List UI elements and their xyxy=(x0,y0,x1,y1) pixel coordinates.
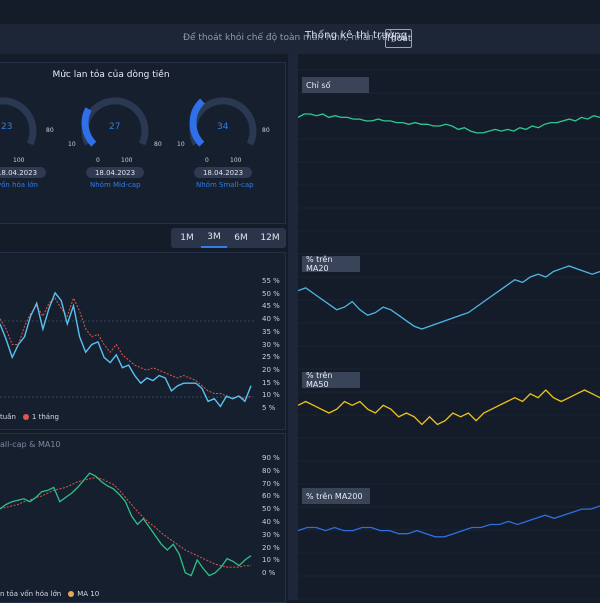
smallcap-legend-ma-dot xyxy=(68,591,75,597)
gauge-3-min: 0 xyxy=(205,157,209,164)
gauges-svg xyxy=(0,97,257,147)
gauge-3-date: 18.04.2023 xyxy=(194,167,252,178)
breadth-tick: 30 % xyxy=(262,340,280,349)
smallcap-legend-ma: MA 10 xyxy=(77,590,100,598)
smallcap-tick: 60 % xyxy=(262,492,280,501)
index-chart-label: Chỉ số xyxy=(302,77,369,93)
fullscreen-bar xyxy=(0,24,600,54)
gauge-2-value: 27 xyxy=(109,122,121,132)
breadth-tick: 25 % xyxy=(262,353,280,362)
gauge-3-label: Nhóm Small-cap xyxy=(196,181,254,189)
page-title: Thống kê thị trường xyxy=(305,30,408,41)
smallcap-line-breadth xyxy=(0,472,252,577)
breadth-tick: 50 % xyxy=(262,289,280,298)
breadth-legend: tuần 1 tháng xyxy=(0,413,59,421)
period-6m-button[interactable]: 6M xyxy=(234,233,248,243)
gauge-3 xyxy=(189,97,257,147)
smallcap-line-ma10 xyxy=(0,476,251,568)
right-charts-grid xyxy=(298,69,600,600)
smallcap-tick: 90 % xyxy=(262,454,280,462)
gauge-1-value: 23 xyxy=(1,122,13,132)
period-3m-button[interactable]: 3M xyxy=(201,228,227,248)
smallcap-tick: 30 % xyxy=(262,530,280,539)
gauge-1 xyxy=(0,97,37,146)
right-charts xyxy=(298,69,600,600)
breadth-legend-week: tuần xyxy=(0,413,16,421)
gauge-3-side-left: 10 xyxy=(177,141,185,148)
breadth-tick: 5 % xyxy=(262,404,276,412)
ma200-chart-label: % trên MA200 xyxy=(302,488,370,504)
breadth-tick: 55 % xyxy=(262,277,280,285)
smallcap-tick: 70 % xyxy=(262,479,280,488)
ma20-line xyxy=(298,265,600,330)
ma20-chart-label: % trên MA20 xyxy=(302,255,360,273)
fullscreen-hint: Để thoát khỏi chế độ toàn màn hình, nhấn… xyxy=(183,33,405,43)
breadth-chart-panel xyxy=(0,252,286,430)
smallcap-tick: 0 % xyxy=(262,569,276,578)
breadth-line-week xyxy=(0,291,252,408)
breadth-tick: 20 % xyxy=(262,365,280,374)
breadth-tick: 15 % xyxy=(262,378,280,387)
smallcap-chart xyxy=(0,472,252,577)
smallcap-legend-breadth: n tỏa vốn hóa lớn xyxy=(0,590,62,598)
breadth-tick: 35 % xyxy=(262,327,280,336)
smallcap-legend: n tỏa vốn hóa lớn MA 10 xyxy=(0,590,99,598)
gauge-1-side-right: 80 xyxy=(46,127,54,134)
period-1m-button[interactable]: 1M xyxy=(180,233,194,243)
smallcap-tick: 20 % xyxy=(262,543,280,552)
breadth-tick: 10 % xyxy=(262,391,280,400)
gauge-3-value: 34 xyxy=(217,122,229,132)
breadth-tick: 40 % xyxy=(262,315,280,324)
gauge-1-label: Nhóm vốn hóa lớn xyxy=(0,181,38,189)
gauge-3-fill xyxy=(189,98,206,147)
breadth-line-1-month xyxy=(0,296,252,400)
gauge-1-track xyxy=(0,97,37,146)
smallcap-chart-title: all-cap & MA10 xyxy=(0,440,61,449)
breadth-legend-month-dot xyxy=(22,414,29,420)
gauge-1-max: 100 xyxy=(13,157,25,164)
index-line xyxy=(298,113,600,134)
ma200-line xyxy=(298,505,600,538)
gauge-2-side-left: 10 xyxy=(68,141,76,148)
gauge-1-date: 18.04.2023 xyxy=(0,167,46,178)
period-12m-button[interactable]: 12M xyxy=(260,233,280,243)
breadth-legend-month: 1 tháng xyxy=(31,413,59,421)
smallcap-tick: 50 % xyxy=(262,505,280,514)
gauge-2-side-right: 80 xyxy=(154,141,162,148)
gauge-2-min: 0 xyxy=(96,157,100,164)
smallcap-tick: 10 % xyxy=(262,556,280,565)
exit-fullscreen-button[interactable]: Thoát xyxy=(385,29,412,48)
gauge-2-fill xyxy=(81,107,97,147)
gauge-3-side-right: 80 xyxy=(262,127,270,134)
gauge-2-label: Nhóm Mid-cap xyxy=(90,181,141,189)
smallcap-tick: 80 % xyxy=(262,466,280,475)
breadth-tick: 45 % xyxy=(262,302,280,311)
gauge-2-date: 18.04.2023 xyxy=(86,167,144,178)
period-selector xyxy=(171,228,286,248)
gauge-2 xyxy=(81,97,149,147)
breadth-chart xyxy=(0,291,254,408)
column-divider xyxy=(288,54,298,600)
smallcap-tick: 40 % xyxy=(262,518,280,526)
gauge-2-max: 100 xyxy=(121,157,133,164)
ma50-chart-label: % trên MA50 xyxy=(302,371,360,389)
gauge-3-max: 100 xyxy=(230,157,242,164)
ma50-line xyxy=(298,389,600,426)
gauge-panel-title: Mức lan tỏa của dòng tiền xyxy=(52,70,170,80)
